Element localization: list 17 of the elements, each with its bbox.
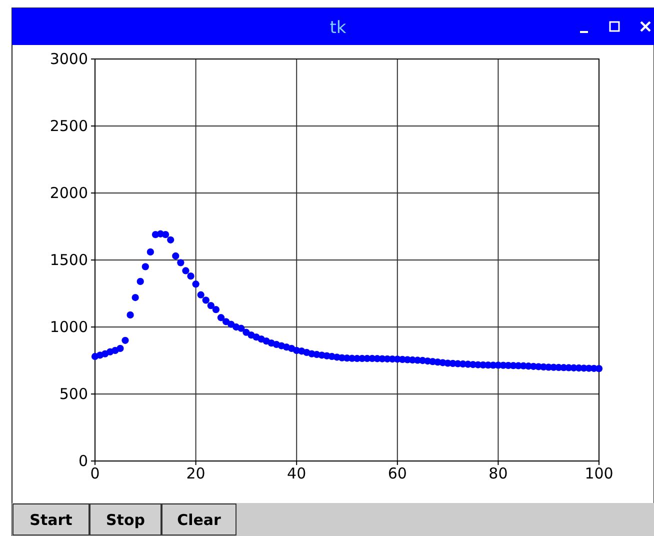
text: Start (30, 511, 72, 529)
y-tick-label: 2000 (50, 184, 88, 202)
x-tick-label: 60 (388, 464, 407, 483)
y-tick-label: 1000 (50, 318, 88, 336)
y-tick-label: 1500 (50, 250, 88, 269)
chart-title: tk (330, 18, 346, 38)
y-tick-label: 3000 (50, 50, 88, 68)
x-tick-label: 20 (186, 464, 206, 483)
x-tick-label: 80 (488, 464, 508, 483)
x-tick-label: 0 (90, 464, 100, 483)
text: Clear (177, 511, 222, 529)
y-tick-label: 2500 (50, 116, 88, 135)
x-tick-label: 100 (584, 464, 614, 483)
text: Stop (106, 511, 146, 529)
y-tick-label: 0 (78, 452, 88, 470)
x-tick-label: 40 (287, 464, 306, 483)
y-tick-label: 500 (59, 384, 88, 403)
